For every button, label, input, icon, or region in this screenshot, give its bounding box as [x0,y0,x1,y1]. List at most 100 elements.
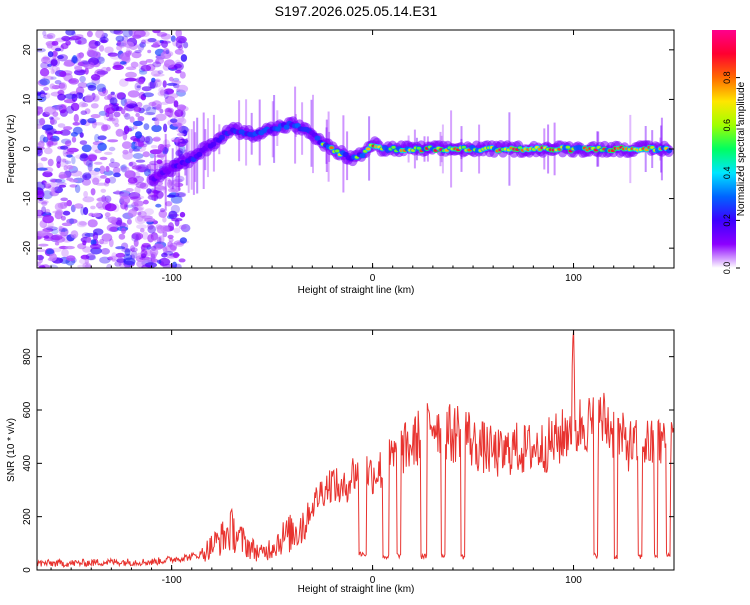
noise-speckle [176,132,185,137]
noise-speckle [172,179,180,187]
noise-speckle [86,236,92,244]
noise-speckle [43,147,53,155]
noise-speckle [152,61,162,68]
noise-speckle [116,92,126,100]
noise-speckle [99,45,105,52]
noise-speckle [90,247,102,255]
noise-speckle [96,83,107,93]
noise-speckle [56,155,62,164]
noise-speckle [174,192,186,197]
noise-speckle [119,195,131,205]
noise-speckle [165,144,171,148]
noise-speckle [136,85,141,89]
noise-speckle [100,188,107,193]
noise-speckle [130,61,139,68]
colorbar-tick-label: 0.0 [722,262,732,275]
noise-speckle [160,33,172,40]
noise-speckle [80,254,90,260]
noise-speckle [152,136,161,142]
noise-speckle [54,80,62,85]
noise-speckle [123,125,130,135]
noise-speckle [50,178,63,183]
noise-speckle [130,247,138,252]
noise-speckle [50,59,58,66]
snr-axes: -100 0 100 0 200 400 600 800 [22,330,675,586]
colorbar-tick-label: 0.4 [722,167,732,180]
noise-speckle [38,265,46,268]
noise-speckle [37,261,41,267]
noise-speckle [37,230,48,237]
noise-speckle [113,172,121,178]
noise-speckle [41,206,47,215]
noise-speckle [37,249,46,253]
noise-speckle [160,101,169,106]
noise-speckle [108,146,116,152]
snr-panel: -100 0 100 0 200 400 600 800 Height of straight… [6,329,675,595]
noise-speckle [139,182,149,190]
noise-speckle [162,231,168,238]
noise-speckle [175,40,183,49]
noise-speckle [126,218,132,225]
noise-speckle [79,154,89,162]
noise-speckle [151,77,156,83]
noise-speckle [69,184,78,188]
noise-speckle [50,76,57,80]
noise-speckle [71,31,76,37]
ridge-blob [176,163,183,169]
noise-speckle [43,86,49,91]
noise-speckle [147,234,155,243]
noise-speckle [96,202,104,209]
noise-speckle [106,66,111,72]
noise-speckle [58,174,68,179]
noise-speckle [69,179,79,183]
noise-speckle [128,148,133,154]
noise-speckle [101,233,113,242]
noise-speckle [40,157,48,162]
noise-speckle [49,58,60,67]
noise-speckle [131,233,140,242]
noise-speckle [137,116,145,122]
noise-speckle [78,221,87,226]
noise-speckle [103,170,114,176]
noise-speckle [173,182,184,187]
noise-speckle [58,225,63,231]
noise-speckle [104,95,110,100]
noise-speckle [68,78,80,85]
noise-speckle [138,195,145,199]
noise-speckle [99,156,108,161]
noise-speckle [150,144,158,149]
noise-speckle [155,113,167,122]
noise-speckle [66,218,78,224]
noise-speckle [60,43,69,50]
noise-speckle [152,190,160,194]
noise-speckle [140,64,152,72]
noise-speckle [148,101,157,107]
noise-speckle [172,252,180,259]
noise-speckle [137,43,145,51]
noise-speckle [82,178,91,186]
noise-speckle [37,200,49,204]
ridge-core [565,145,571,149]
noise-speckle [162,48,170,54]
noise-speckle [122,151,134,160]
noise-speckle [117,256,124,266]
noise-speckle [132,200,139,204]
noise-speckle [99,165,106,175]
noise-speckle [140,249,148,257]
noise-speckle [100,248,110,255]
noise-speckle [161,252,168,258]
noise-speckle [158,235,165,244]
noise-speckle [63,144,70,150]
noise-speckle [46,226,58,231]
noise-speckle [77,264,90,268]
noise-speckle [38,140,45,149]
noise-speckle [137,141,145,147]
noise-speckle [141,242,151,248]
noise-speckle [39,117,46,126]
noise-speckle [37,254,45,261]
spectrogram-ridge [146,86,674,211]
noise-speckle [155,186,166,191]
noise-speckle [104,212,111,218]
noise-speckle [145,106,157,115]
noise-speckle [55,209,64,216]
